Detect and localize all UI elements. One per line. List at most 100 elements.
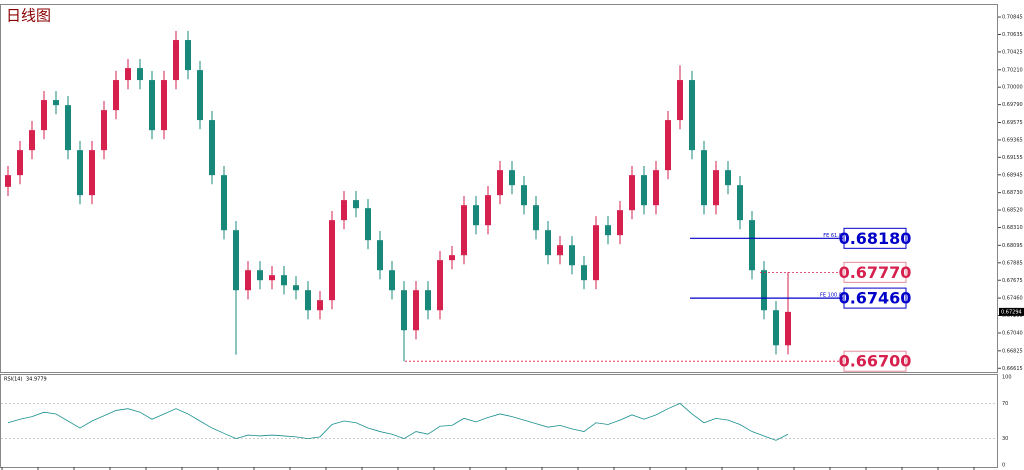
candle-body	[221, 175, 227, 231]
candle-body	[101, 110, 107, 151]
candle-body	[497, 170, 503, 196]
current-price-tag	[999, 307, 1024, 316]
level-box	[843, 227, 907, 249]
candle-body	[521, 185, 527, 206]
candle-body	[149, 80, 155, 131]
candle-body	[605, 225, 611, 236]
y-tick-label: 0.66615	[1002, 366, 1023, 372]
candle-body	[761, 270, 767, 311]
candle-body	[689, 80, 695, 151]
candle-body	[377, 240, 383, 271]
candle-body	[281, 275, 287, 286]
candle-body	[785, 311, 791, 346]
candle-body	[773, 310, 779, 346]
main-panel	[0, 4, 998, 373]
candle-body	[749, 220, 755, 271]
y-tick-label: 0.68520	[1002, 208, 1023, 214]
candle-body	[257, 270, 263, 281]
candle-body	[677, 80, 683, 121]
y-tick-label: 0.69155	[1002, 155, 1023, 161]
rsi-panel	[0, 374, 998, 468]
candle-body	[137, 68, 143, 81]
candle-body	[305, 290, 311, 311]
level-label: 0.68180	[839, 229, 912, 248]
current-price: 0.67294	[1001, 309, 1022, 315]
candle-body	[617, 210, 623, 236]
candle-body	[509, 170, 515, 186]
candle-body	[113, 80, 119, 111]
candle-body	[641, 175, 647, 206]
level-box	[843, 287, 907, 309]
level-box	[843, 261, 907, 283]
y-tick-label: 0.70845	[1002, 15, 1023, 21]
level-tag: FE 61.8	[823, 233, 842, 239]
candle-body	[665, 120, 671, 171]
candle-body	[173, 40, 179, 81]
y-tick-label: 0.70425	[1002, 49, 1023, 55]
candle-body	[245, 270, 251, 291]
candle-body	[233, 230, 239, 291]
y-tick-label: 0.69365	[1002, 137, 1023, 143]
y-tick-label: 0.70635	[1002, 32, 1023, 38]
candle-body	[389, 270, 395, 291]
chart-title: 日线图	[6, 7, 51, 25]
y-tick-label: 0.67675	[1002, 278, 1023, 284]
candle-body	[77, 150, 83, 196]
y-tick-label: 0.67250	[1002, 313, 1023, 319]
candle-body	[125, 68, 131, 81]
rsi-name: RSI(14)	[4, 377, 22, 383]
y-tick-label: 0.70210	[1002, 67, 1023, 73]
y-tick-label: 0.68310	[1002, 225, 1023, 231]
candle-body	[713, 170, 719, 206]
candle-body	[701, 150, 707, 206]
candle-body	[653, 170, 659, 206]
candle-body	[737, 185, 743, 221]
candle-body	[329, 220, 335, 301]
y-tick-label: 0.68730	[1002, 190, 1023, 196]
y-tick-label: 30	[1002, 436, 1008, 442]
candle-body	[161, 80, 167, 131]
y-tick-label: 0.69575	[1002, 120, 1023, 126]
candle-body	[629, 175, 635, 211]
candle-body	[65, 105, 71, 151]
y-tick-label: 70	[1002, 401, 1008, 407]
y-tick-label: 0.69790	[1002, 102, 1023, 108]
candle-body	[569, 245, 575, 266]
level-label: 0.67460	[839, 289, 912, 308]
rsi-line	[7, 402, 789, 441]
level-tag: FE 100.0	[820, 293, 842, 299]
candle-body	[269, 275, 275, 281]
level-label: 0.67770	[839, 263, 912, 282]
y-tick-label: 0.67885	[1002, 260, 1023, 266]
candle-body	[545, 230, 551, 256]
candle-body	[209, 120, 215, 176]
candle-body	[89, 150, 95, 196]
candle-body	[353, 200, 359, 209]
y-tick-label: 0.68945	[1002, 172, 1023, 178]
y-tick-label: 100	[1002, 375, 1012, 381]
candle-body	[413, 290, 419, 331]
candle-body	[593, 225, 599, 281]
y-tick-label: 0.70000	[1002, 85, 1023, 91]
candle-body	[557, 245, 563, 256]
candle-body	[485, 195, 491, 226]
candle-body	[41, 100, 47, 131]
candle-body	[185, 40, 191, 71]
y-tick-label: 0.66825	[1002, 348, 1023, 354]
y-tick-label: 0.68095	[1002, 243, 1023, 249]
rsi-value: 34.9779	[26, 377, 47, 383]
candle-body	[473, 205, 479, 226]
candle-body	[581, 265, 587, 281]
y-tick-label: 0.67460	[1002, 296, 1023, 302]
y-tick-label: 0	[1002, 463, 1005, 469]
candle-body	[29, 130, 35, 151]
candle-body	[341, 200, 347, 221]
candle-body	[197, 70, 203, 121]
y-tick-label: 0.67040	[1002, 330, 1023, 336]
candle-body	[425, 290, 431, 311]
level-label: 0.66700	[839, 352, 912, 371]
candle-body	[449, 255, 455, 261]
candle-body	[461, 205, 467, 256]
